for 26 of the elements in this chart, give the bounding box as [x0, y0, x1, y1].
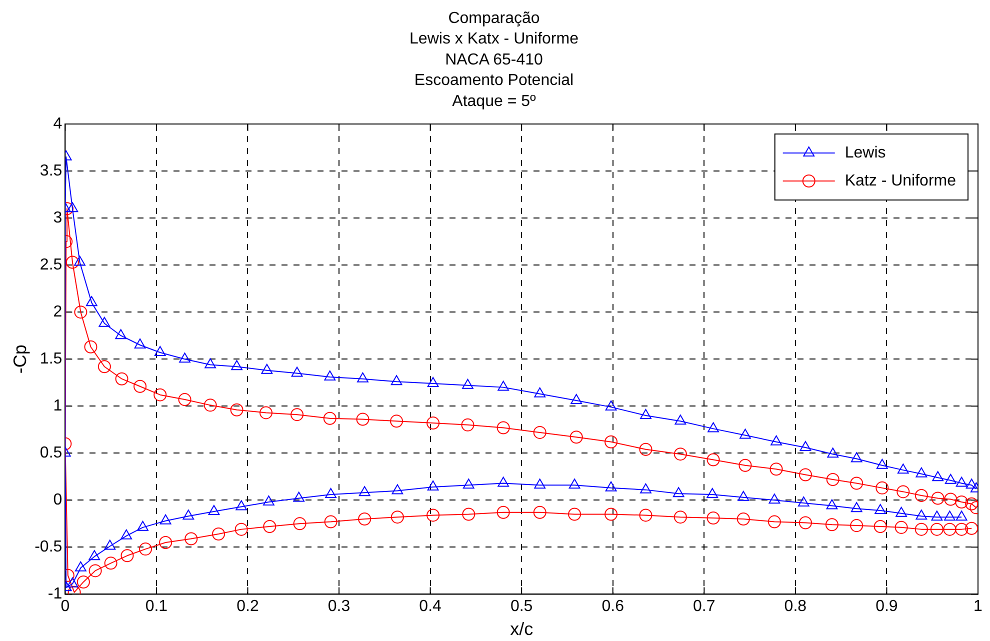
y-tick-label: 4 [53, 115, 62, 132]
y-tick-label: 3.5 [40, 162, 62, 180]
x-tick-label: 0.8 [784, 598, 807, 616]
y-tick-label: 1 [53, 398, 62, 415]
y-tick-label: -0.5 [34, 538, 62, 556]
x-tick-label: 1 [974, 598, 983, 616]
x-tick-label: 0.2 [236, 598, 259, 616]
legend-label: Lewis [844, 144, 886, 162]
x-tick-label: 0.6 [602, 598, 624, 616]
x-tick-label: 0.4 [419, 598, 442, 616]
y-tick-label: -1 [48, 586, 62, 603]
x-tick-label: 0.1 [145, 598, 168, 616]
legend-label: Katz - Uniforme [844, 172, 956, 190]
x-tick-label: 0.5 [510, 598, 533, 616]
y-axis-title: -Cp [10, 344, 30, 374]
x-axis-title: x/c [510, 619, 534, 640]
y-tick-label: 0.5 [40, 444, 62, 462]
x-tick-label: 0.3 [328, 598, 350, 616]
y-tick-label: 2 [53, 303, 62, 320]
chart-title: Comparação Lewis x Katx - Uniforme NACA 65-410 Escoamento Potencial Ataque = 5º [410, 10, 579, 110]
x-tick-label: 0.9 [876, 598, 898, 616]
y-tick-label: 2.5 [40, 256, 62, 274]
y-tick-label: 3 [53, 209, 62, 226]
x-tick-label: 0.7 [693, 598, 716, 616]
y-tick-label: 1.5 [40, 350, 62, 368]
y-tick-label: 0 [53, 492, 62, 509]
